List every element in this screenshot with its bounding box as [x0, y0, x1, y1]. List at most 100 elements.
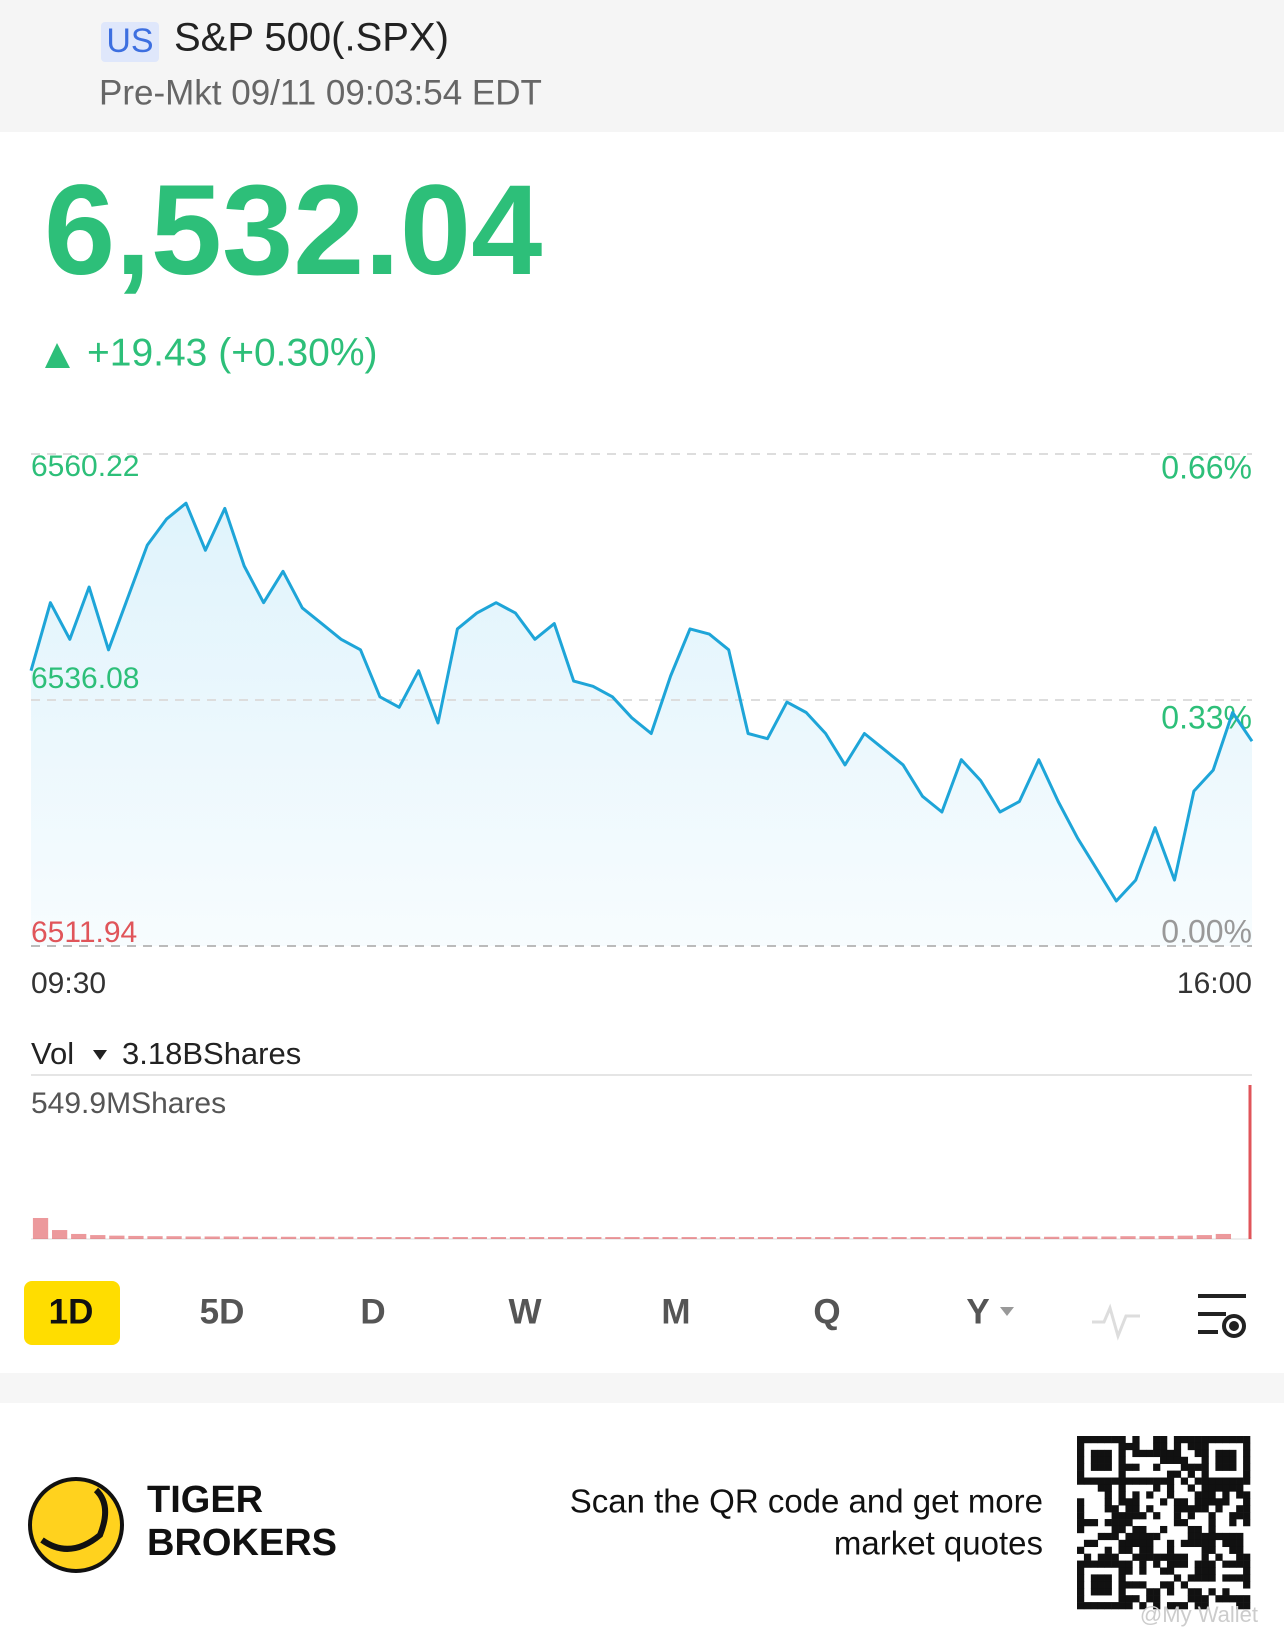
qr-cell [1090, 1463, 1099, 1471]
volume-bar [834, 1237, 850, 1239]
y2-tick-label: 0.33% [1161, 699, 1252, 735]
qr-cell [1180, 1505, 1189, 1513]
qr-cell [1160, 1581, 1168, 1589]
volume-bar [376, 1237, 392, 1239]
qr-cell [1160, 1498, 1168, 1506]
qr-cell [1118, 1539, 1126, 1548]
qr-cell [1111, 1602, 1119, 1610]
tab[interactable]: D [360, 1292, 385, 1331]
qr-cell [1201, 1449, 1209, 1458]
qr-cell [1173, 1456, 1182, 1464]
qr-cell [1208, 1436, 1216, 1444]
qr-cell [1208, 1498, 1216, 1506]
volume-bar [681, 1237, 697, 1239]
qr-cell [1077, 1574, 1085, 1582]
qr-cell [1097, 1560, 1105, 1568]
tab[interactable]: W [508, 1292, 541, 1331]
qr-cell [1215, 1505, 1223, 1513]
volume-bar [1248, 1085, 1252, 1239]
qr-cell [1236, 1532, 1244, 1541]
qr-cell [1104, 1581, 1112, 1589]
volume-bar [414, 1237, 430, 1239]
qr-cell [1132, 1539, 1140, 1548]
price-line [29, 501, 1254, 903]
qr-cell [1180, 1519, 1189, 1527]
qr-cell [1125, 1463, 1133, 1471]
qr-cell [1201, 1602, 1209, 1610]
qr-cell [1125, 1567, 1133, 1575]
volume-bar [1024, 1236, 1041, 1239]
volume-bar [815, 1237, 831, 1239]
qr-cell [1166, 1449, 1175, 1458]
qr-cell [1132, 1449, 1140, 1458]
qr-cell [1243, 1560, 1251, 1568]
indicator-icon[interactable] [1092, 1303, 1140, 1341]
qr-cell [1125, 1442, 1133, 1451]
volume-bar [128, 1235, 144, 1239]
qr-cell [1236, 1539, 1244, 1548]
volume-bar [1120, 1236, 1136, 1239]
qr-cell [1097, 1463, 1105, 1471]
qr-cell [1201, 1546, 1209, 1554]
status: Pre-Mkt 09/11 09:03:54 EDT [99, 73, 542, 112]
settings-icon[interactable] [1198, 1294, 1246, 1338]
qr-cell [1208, 1532, 1216, 1541]
qr-cell [1187, 1470, 1195, 1478]
brand: BROKERS [147, 1522, 337, 1564]
qr-cell [1180, 1463, 1189, 1471]
qr-cell [1229, 1456, 1237, 1464]
qr-cell [1125, 1519, 1133, 1527]
qr-cell [1222, 1498, 1230, 1506]
volume-bar [929, 1237, 945, 1239]
qr-cell [1166, 1456, 1175, 1464]
tab[interactable]: Y [966, 1292, 989, 1331]
title: S&P 500(.SPX) [174, 16, 449, 60]
volume-bar [490, 1237, 507, 1239]
volume-bar [32, 1217, 49, 1239]
volume-bar [109, 1235, 125, 1239]
qr-cell [1153, 1442, 1161, 1451]
volume-bar [395, 1237, 411, 1239]
qr-cell [1097, 1456, 1105, 1464]
tab[interactable]: M [661, 1292, 690, 1331]
qr-cell [1090, 1560, 1099, 1568]
qr-cell [1208, 1539, 1216, 1548]
volume-bar [643, 1237, 659, 1239]
qr-cell [1111, 1532, 1119, 1541]
qr-cell [1118, 1512, 1126, 1520]
qr-cell [1132, 1498, 1140, 1506]
x-tick-label: 16:00 [1177, 967, 1252, 1000]
qr-cell [1201, 1470, 1209, 1478]
qr-cell [1104, 1553, 1112, 1561]
qr-cell [1077, 1470, 1085, 1478]
divider [0, 1373, 1284, 1403]
header-bg [0, 0, 1284, 132]
qr-cell [1146, 1532, 1154, 1541]
volume-bar [624, 1237, 640, 1239]
tab[interactable]: 5D [200, 1292, 245, 1331]
cta: Scan the QR code and get more [570, 1483, 1043, 1520]
qr-cell [1139, 1560, 1147, 1568]
qr-cell [1090, 1456, 1099, 1464]
qr-cell [1187, 1512, 1195, 1520]
qr-cell [1236, 1484, 1244, 1492]
qr-cell [1243, 1519, 1251, 1527]
tab[interactable]: 1D [49, 1292, 94, 1331]
watermark: @My Wallet [1140, 1602, 1258, 1627]
qr-cell [1111, 1525, 1119, 1534]
qr-cell [1153, 1484, 1161, 1492]
qr-cell [1118, 1560, 1126, 1568]
qr-cell [1243, 1512, 1251, 1520]
brand: TIGER [147, 1479, 263, 1521]
tab[interactable]: Q [813, 1292, 840, 1331]
qr-cell [1229, 1477, 1237, 1485]
qr-cell [1201, 1463, 1209, 1471]
qr-cell [1118, 1519, 1126, 1527]
qr-cell [1160, 1553, 1168, 1561]
volume-bar [548, 1237, 564, 1239]
qr-cell [1077, 1456, 1085, 1464]
qr-cell [1139, 1512, 1147, 1520]
qr-cell [1146, 1477, 1154, 1485]
qr-cell [1104, 1532, 1112, 1541]
